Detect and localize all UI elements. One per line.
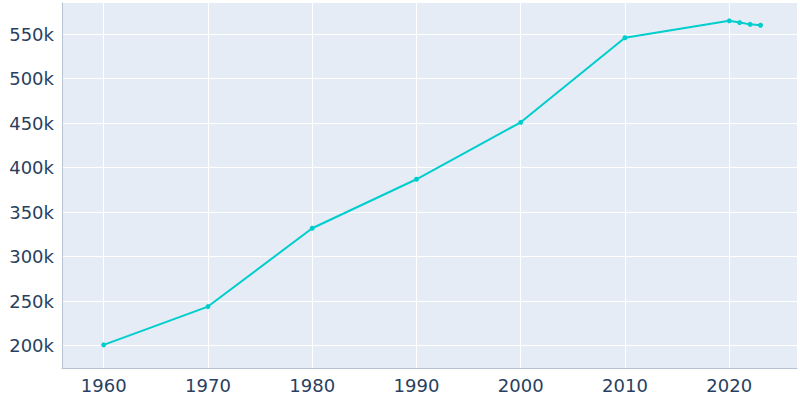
svg-text:1990: 1990 bbox=[394, 375, 440, 396]
svg-text:200k: 200k bbox=[9, 335, 54, 356]
svg-text:500k: 500k bbox=[9, 68, 54, 89]
svg-text:350k: 350k bbox=[9, 202, 54, 223]
svg-text:450k: 450k bbox=[9, 113, 54, 134]
svg-text:1970: 1970 bbox=[185, 375, 231, 396]
svg-text:400k: 400k bbox=[9, 157, 54, 178]
svg-text:1980: 1980 bbox=[289, 375, 335, 396]
svg-text:250k: 250k bbox=[9, 291, 54, 312]
svg-text:2000: 2000 bbox=[498, 375, 544, 396]
svg-text:2010: 2010 bbox=[602, 375, 648, 396]
svg-text:550k: 550k bbox=[9, 24, 54, 45]
svg-text:2020: 2020 bbox=[706, 375, 752, 396]
svg-text:300k: 300k bbox=[9, 246, 54, 267]
svg-text:1960: 1960 bbox=[81, 375, 127, 396]
